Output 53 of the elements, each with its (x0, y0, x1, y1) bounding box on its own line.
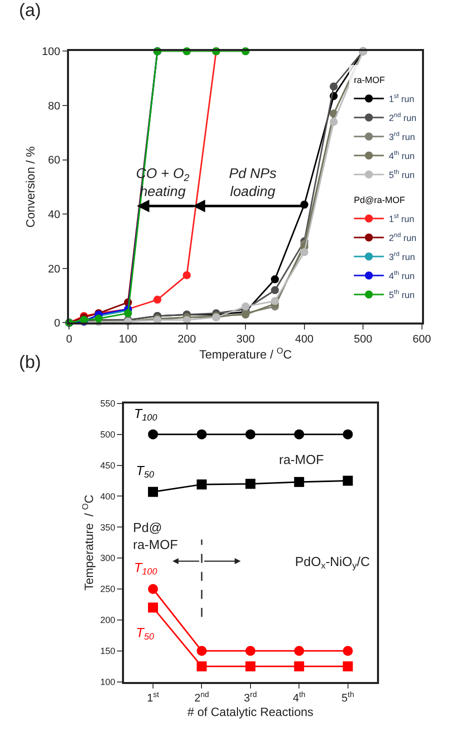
y-tick-label: 100 (100, 676, 116, 687)
annotation: Pd NPs loading (229, 165, 276, 200)
series-label: T$_{50}$ (136, 463, 154, 480)
legend-label: 3$^{rd}$ run (388, 251, 415, 262)
y-tick-label: 100 (42, 46, 60, 58)
x-tick-label: 0 (66, 334, 72, 346)
x-tick-label: 300 (236, 334, 255, 346)
y-tick-label: 400 (100, 491, 116, 502)
legend-label: 2$^{nd}$ run (388, 232, 416, 243)
series-label: T$_{100}$ (134, 560, 158, 577)
chart-title: (a) (19, 0, 41, 20)
x-tick-label: 400 (295, 334, 314, 346)
x-tick-label: 100 (118, 334, 138, 346)
y-tick-label: 80 (48, 100, 60, 112)
legend-label: 1$^{st}$ run (388, 93, 414, 104)
annotation: Pd@ ra-MOF (133, 520, 178, 552)
x-tick-label: 4$^{th}$ (292, 690, 306, 705)
y-tick-label: 550 (100, 398, 116, 409)
y-tick-label: 40 (48, 208, 60, 221)
x-axis-title: # of Catalytic Reactions (187, 705, 314, 720)
legend-label: 4$^{th}$ run (388, 270, 415, 281)
x-tick-label: 5$^{th}$ (342, 690, 354, 705)
text: ra-MOF (354, 75, 385, 85)
x-tick-label: 2$^{nd}$ (194, 690, 210, 705)
y-tick-label: 60 (48, 154, 60, 167)
x-tick-label: 3$^{rd}$ (244, 690, 257, 705)
legend-label: 3$^{rd}$ run (388, 131, 415, 142)
legend-label: 2$^{nd}$ run (388, 112, 416, 123)
y-tick-label: 20 (48, 263, 60, 276)
annotation: PdO$_{x}$-NiO$_{y}$/C (295, 554, 370, 571)
y-tick-label: 0 (54, 318, 60, 330)
x-axis-title: Temperature / $^{O}$C (199, 346, 292, 362)
series-label: T$_{100}$ (134, 406, 158, 423)
y-tick-label: 200 (100, 615, 116, 626)
series-label: T$_{50}$ (136, 625, 154, 642)
legend-label: 1$^{st}$ run (388, 213, 414, 224)
x-tick-label: 600 (412, 334, 432, 346)
x-tick-label: 1$^{st}$ (146, 690, 160, 705)
annotation: ra-MOF (279, 452, 324, 467)
y-tick-label: 350 (100, 522, 116, 532)
y-tick-label: 150 (100, 646, 116, 656)
y-tick-label: 250 (100, 584, 116, 594)
legend-label: 5$^{th}$ run (388, 289, 415, 300)
legend-label: 5$^{th}$ run (388, 169, 415, 180)
x-tick-label: 500 (354, 334, 372, 346)
y-axis-title: Conversion / % (24, 146, 38, 228)
x-tick-label: 200 (178, 334, 196, 346)
chart-title: (b) (19, 352, 41, 372)
y-tick-label: 500 (100, 429, 116, 440)
text: Pd@ra-MOF (354, 195, 405, 205)
y-tick-label: 450 (100, 460, 116, 470)
legend-label: 4$^{th}$ run (388, 150, 415, 161)
y-tick-label: 300 (100, 553, 116, 564)
